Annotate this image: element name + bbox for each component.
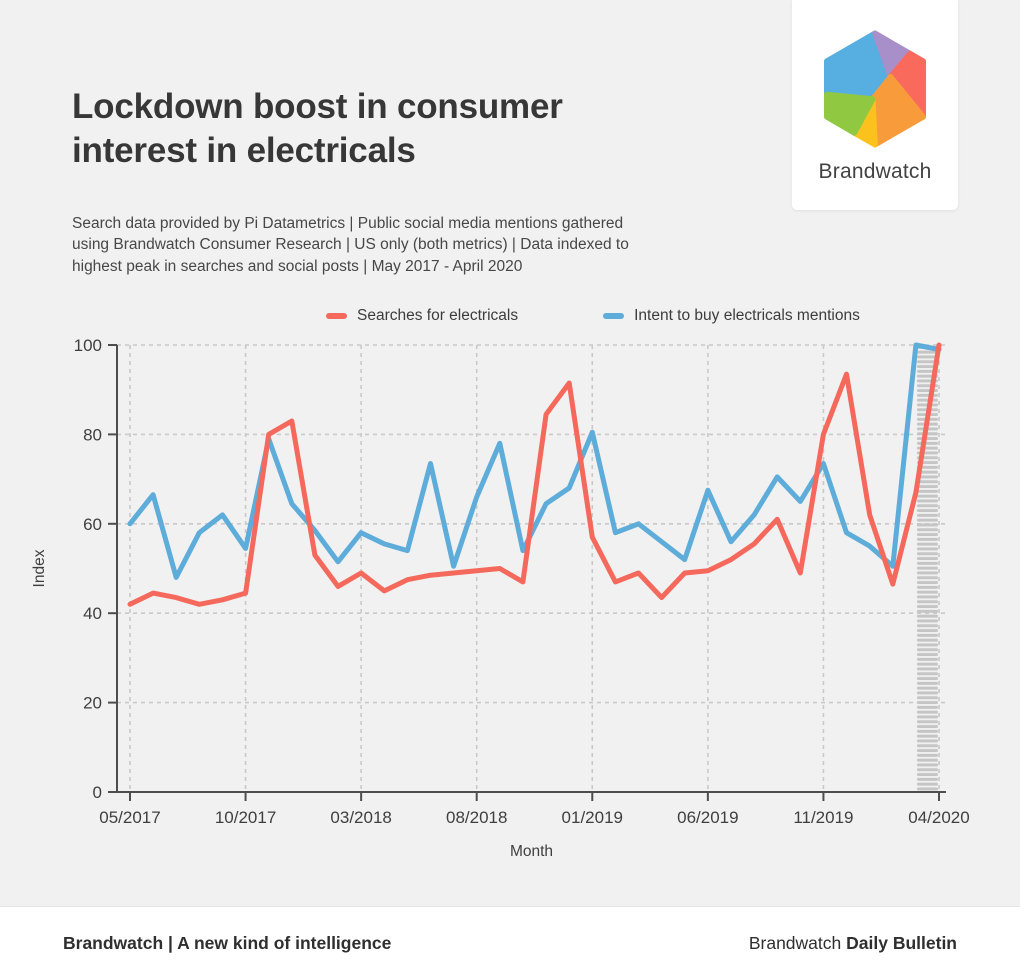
footer-bulletin-name: Daily Bulletin bbox=[846, 932, 957, 953]
y-axis-title: Index bbox=[31, 549, 48, 587]
footer-tagline: Brandwatch | A new kind of intelligence bbox=[63, 932, 392, 953]
footer-bulletin: Brandwatch Daily Bulletin bbox=[749, 933, 957, 954]
labels-layer: 0 20 40 60 80 100 05/2017 10/2017 03/2018 08/2018… bbox=[31, 336, 970, 860]
x-tick-label-11/2019: 11/2019 bbox=[793, 808, 853, 827]
subtitle: Search data provided by Pi Datametrics |… bbox=[72, 213, 629, 277]
x-tick-label-10/2017: 10/2017 bbox=[215, 808, 276, 827]
subtitle-line3: highest peak in searches and social post… bbox=[72, 257, 523, 275]
x-tick-label-04/2020: 04/2020 bbox=[908, 808, 969, 827]
legend-marker-intent bbox=[603, 312, 625, 320]
legend-item-searches: Searches for electricals bbox=[326, 307, 518, 325]
footer-bulletin-brand: Brandwatch bbox=[748, 932, 842, 953]
y-tick-label-80: 80 bbox=[83, 425, 102, 444]
y-tick-label-60: 60 bbox=[83, 515, 102, 534]
x-tick-label-03/2018: 03/2018 bbox=[330, 808, 391, 827]
y-tick-label-40: 40 bbox=[83, 604, 102, 623]
series-layer bbox=[127, 342, 942, 607]
legend-label-intent: Intent to buy electricals mentions bbox=[634, 307, 860, 324]
y-tick-label-0: 0 bbox=[93, 783, 102, 802]
legend-label-searches: Searches for electricals bbox=[357, 307, 519, 324]
brandwatch-logo-card: Brandwatch bbox=[792, 0, 958, 210]
axes-layer bbox=[108, 344, 946, 801]
x-tick-label-08/2018: 08/2018 bbox=[446, 808, 507, 827]
brandwatch-logo-text: Brandwatch bbox=[818, 160, 932, 183]
x-tick-label-05/2017: 05/2017 bbox=[99, 808, 160, 827]
x-tick-label-06/2019: 06/2019 bbox=[677, 808, 738, 827]
hex-facet-green bbox=[824, 91, 876, 136]
gridlines-layer bbox=[117, 344, 946, 792]
x-tick-label-01/2019: 01/2019 bbox=[562, 808, 623, 827]
chart-legend: Searches for electricals Intent to buy e… bbox=[326, 307, 860, 325]
subtitle-line1: Search data provided by Pi Datametrics |… bbox=[72, 215, 624, 232]
y-tick-label-100: 100 bbox=[74, 336, 102, 355]
y-tick-label-20: 20 bbox=[83, 694, 102, 713]
x-axis-title: Month bbox=[510, 843, 553, 860]
legend-item-intent: Intent to buy electricals mentions bbox=[603, 307, 860, 325]
page-title: Lockdown boost in consumer interest in e… bbox=[72, 85, 563, 173]
subtitle-line2: using Brandwatch Consumer Research | US … bbox=[72, 236, 629, 254]
brandwatch-hexagon-icon bbox=[824, 30, 926, 148]
page-title-line2: interest in electricals bbox=[72, 131, 416, 170]
page-title-line1: Lockdown boost in consumer bbox=[72, 87, 563, 126]
series-line-searches-for-electricals bbox=[127, 342, 942, 607]
legend-marker-searches bbox=[326, 312, 347, 320]
footer: Brandwatch | A new kind of intelligence … bbox=[0, 906, 1020, 979]
